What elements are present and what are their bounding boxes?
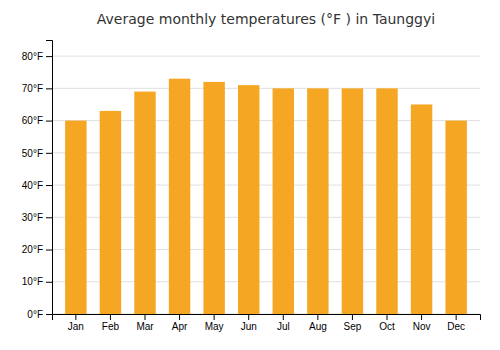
y-tick-mark xyxy=(46,185,52,186)
y-tick-label: 50°F xyxy=(22,148,43,159)
bar xyxy=(134,92,155,314)
y-tick: 70°F xyxy=(22,83,52,94)
x-tick-label: Aug xyxy=(309,321,327,332)
x-tick-mark xyxy=(352,314,353,320)
y-tick-label: 20°F xyxy=(22,244,43,255)
x-tick: Nov xyxy=(413,314,431,332)
y-tick: 20°F xyxy=(22,244,52,255)
x-tick-mark xyxy=(179,314,180,320)
x-tick: Aug xyxy=(309,314,327,332)
bar xyxy=(342,88,363,314)
x-tick-label: Sep xyxy=(344,321,362,332)
y-tick-mark xyxy=(46,282,52,283)
y-tick-label: 60°F xyxy=(22,115,43,126)
y-tick-mark xyxy=(46,88,52,89)
y-tick-mark xyxy=(46,56,52,57)
x-tick: Dec xyxy=(447,314,465,332)
y-tick-label: 0°F xyxy=(27,309,43,320)
x-tick-label: Feb xyxy=(102,321,120,332)
y-axis-line xyxy=(46,41,53,315)
title: Average monthly temperatures (°F ) in Ta… xyxy=(97,11,435,27)
chart: 0°F 10°F 20°F 30°F 40°F 50°F 60°F 70°F 80°F Jan Fe… xyxy=(0,0,500,350)
y-tick: 80°F xyxy=(22,51,52,62)
x-tick: Apr xyxy=(172,314,188,332)
y-tick-mark xyxy=(46,217,52,218)
y-tick-label: 40°F xyxy=(22,180,43,191)
x-tick-mark xyxy=(214,314,215,320)
bar xyxy=(307,88,328,314)
bar xyxy=(203,82,224,314)
y-tick-mark xyxy=(46,314,52,315)
bars xyxy=(65,79,467,314)
x-tick: Sep xyxy=(344,314,362,332)
x-tick: Jun xyxy=(241,314,257,332)
x-tick: Jan xyxy=(68,314,84,332)
y-tick: 60°F xyxy=(22,115,52,126)
y-tick-label: 10°F xyxy=(22,276,43,287)
y-tick-mark xyxy=(46,153,52,154)
x-tick-label: Mar xyxy=(136,321,154,332)
x-tick-label: Jan xyxy=(68,321,84,332)
y-tick: 0°F xyxy=(27,309,52,320)
bar xyxy=(376,88,397,314)
y-tick: 10°F xyxy=(22,276,52,287)
x-tick-label: Jul xyxy=(277,321,290,332)
grid xyxy=(52,56,480,314)
x-tick: Mar xyxy=(136,314,154,332)
x-axis: Jan Feb Mar Apr May Jun Jul Aug Sep Oct Nov Dec xyxy=(53,314,481,332)
x-tick: Oct xyxy=(379,314,395,332)
x-tick-mark xyxy=(110,314,111,320)
bar xyxy=(411,104,432,314)
grid-line xyxy=(52,88,480,89)
bar xyxy=(169,79,190,314)
y-tick-label: 70°F xyxy=(22,83,43,94)
bar xyxy=(65,121,86,314)
x-tick-mark xyxy=(248,314,249,320)
x-tick-label: Nov xyxy=(413,321,431,332)
bar xyxy=(273,88,294,314)
x-tick: Jul xyxy=(277,314,290,332)
bar xyxy=(100,111,121,314)
y-tick-label: 80°F xyxy=(22,51,43,62)
bar xyxy=(445,121,466,314)
x-tick-label: Dec xyxy=(447,321,465,332)
x-tick-label: Oct xyxy=(379,321,395,332)
x-tick-label: Jun xyxy=(241,321,257,332)
y-axis: 0°F 10°F 20°F 30°F 40°F 50°F 60°F 70°F 80°F xyxy=(22,41,53,320)
x-tick-mark xyxy=(421,314,422,320)
bar xyxy=(238,85,259,314)
x-tick-label: May xyxy=(205,321,224,332)
x-tick-mark xyxy=(75,314,76,320)
x-tick-mark xyxy=(317,314,318,320)
y-tick-label: 30°F xyxy=(22,212,43,223)
x-tick-label: Apr xyxy=(172,321,188,332)
y-tick: 40°F xyxy=(22,180,52,191)
y-tick: 30°F xyxy=(22,212,52,223)
x-tick: May xyxy=(205,314,224,332)
y-tick-mark xyxy=(46,121,52,122)
x-axis-line xyxy=(53,315,481,321)
x-tick-mark xyxy=(144,314,145,320)
grid-line xyxy=(52,56,480,57)
x-tick-mark xyxy=(283,314,284,320)
x-tick-mark xyxy=(456,314,457,320)
x-tick-mark xyxy=(387,314,388,320)
x-tick: Feb xyxy=(102,314,120,332)
y-tick: 50°F xyxy=(22,148,52,159)
y-tick-mark xyxy=(46,250,52,251)
